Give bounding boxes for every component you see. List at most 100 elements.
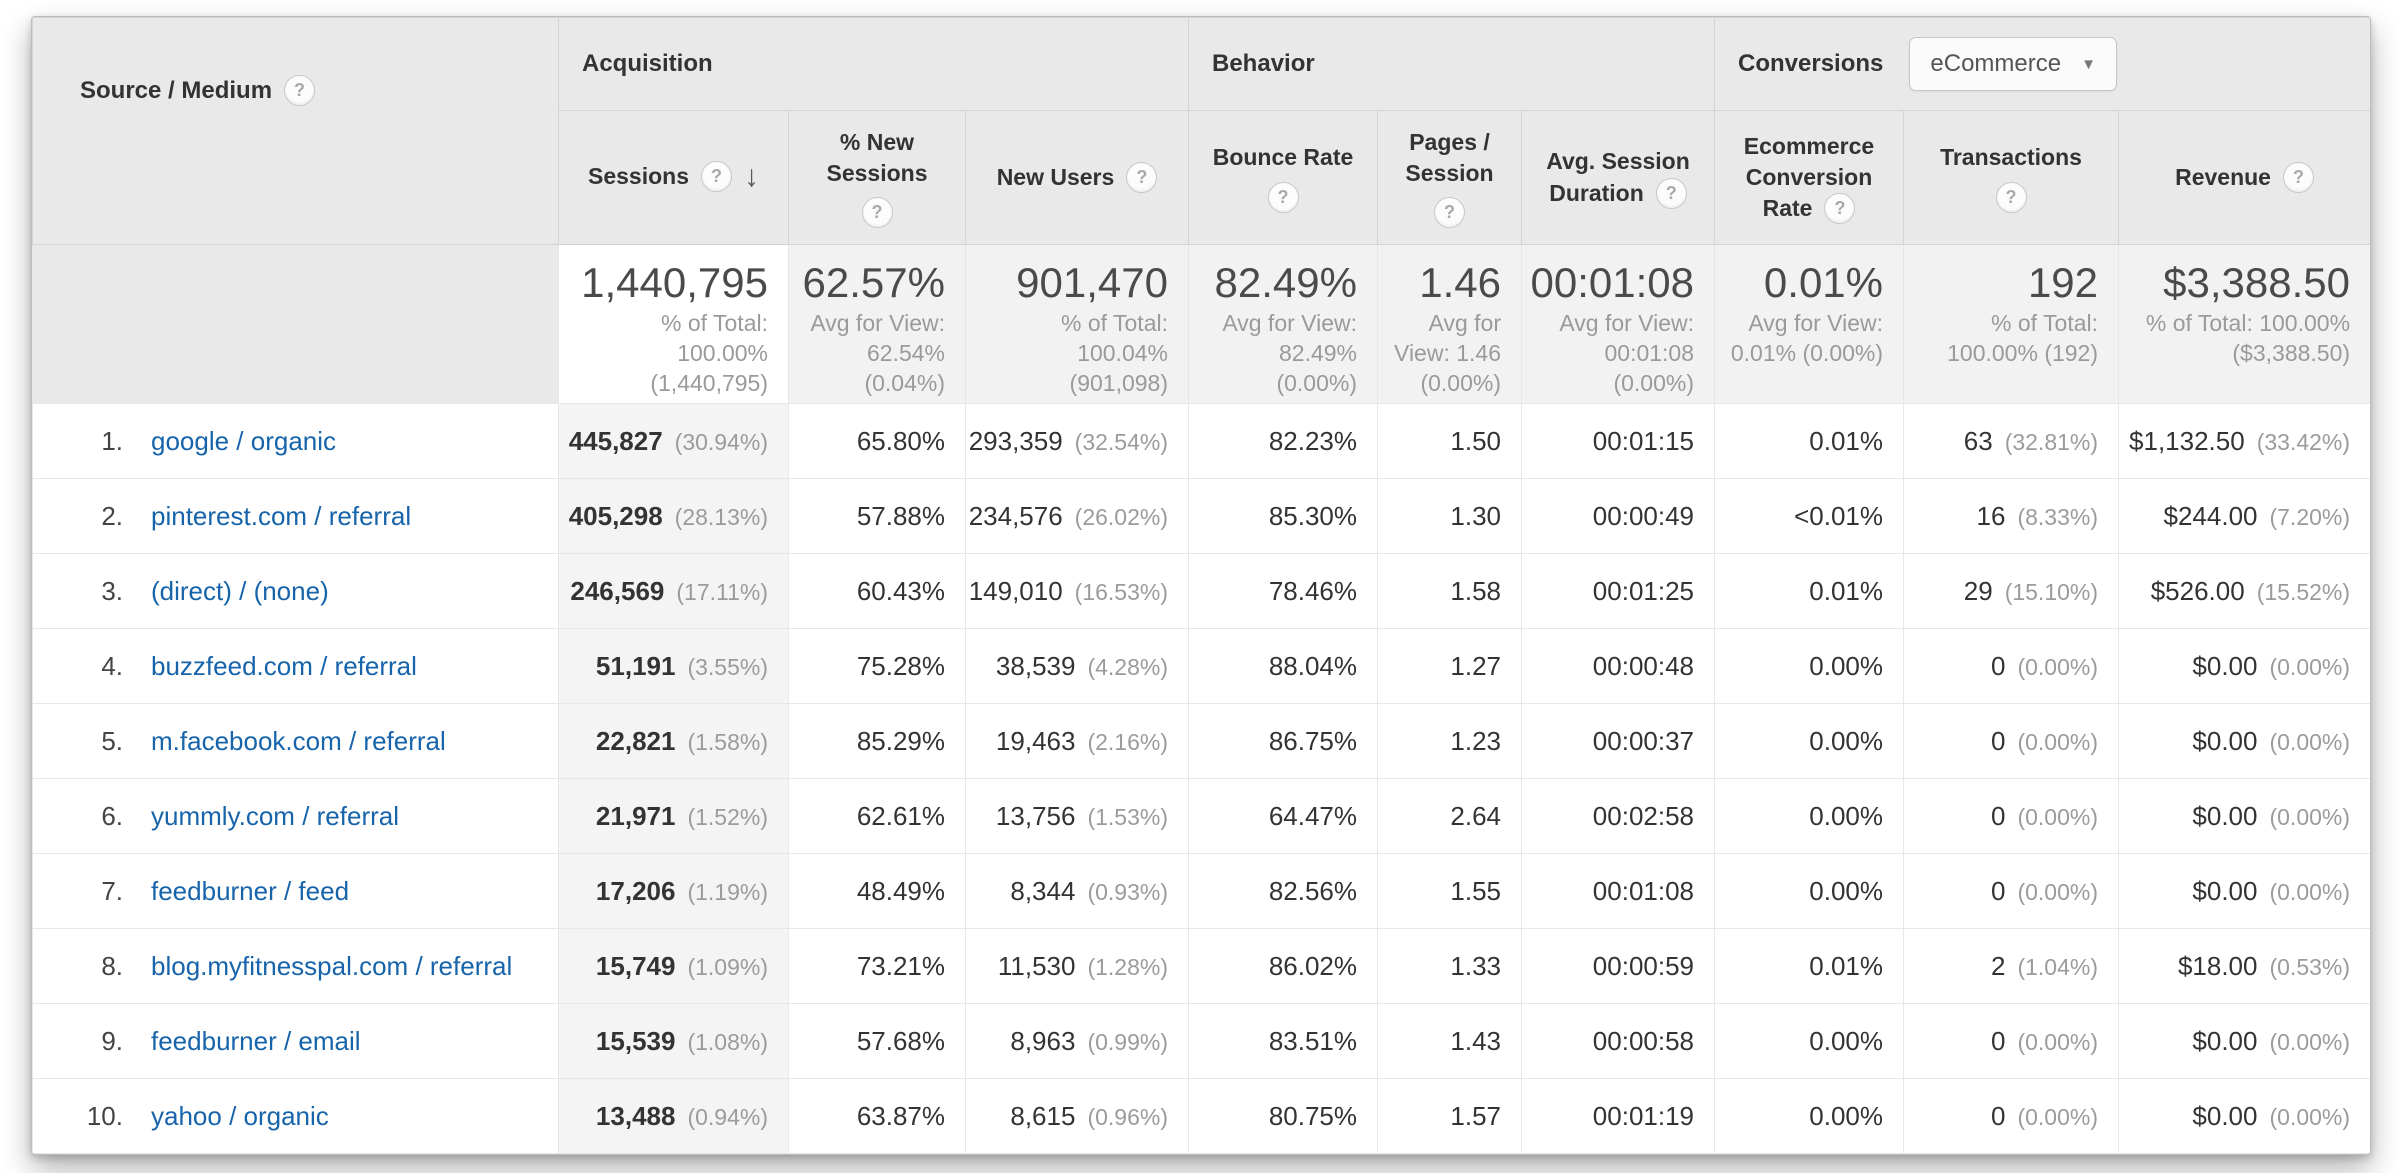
behavior-group-label: Behavior bbox=[1212, 50, 1315, 77]
transactions-cell: 16 (8.33%) bbox=[1903, 478, 2120, 554]
conversions-group-label: Conversions bbox=[1738, 50, 1884, 77]
help-icon[interactable]: ? bbox=[861, 197, 893, 229]
conversions-goal-dropdown-value: eCommerce bbox=[1930, 50, 2062, 77]
revenue-cell: $18.00 (0.53%) bbox=[2118, 928, 2370, 1004]
bounce-rate-cell: 86.02% bbox=[1188, 928, 1378, 1004]
avg-session-duration-cell: 00:00:49 bbox=[1520, 478, 1716, 554]
source-medium-link[interactable]: feedburner / feed bbox=[151, 875, 350, 906]
table-row: 8. blog.myfitnesspal.com / referral 15,74… bbox=[32, 928, 2370, 1004]
total-sessions-cell: 1,440,795% of Total: 100.00% (1,440,795) bbox=[558, 244, 789, 404]
help-icon[interactable]: ? bbox=[284, 75, 316, 106]
source-medium-link[interactable]: (direct) / (none) bbox=[151, 575, 329, 606]
ecommerce-conversion-rate-cell: 0.01% bbox=[1714, 553, 1905, 629]
percent-new-sessions-cell: 62.61% bbox=[788, 778, 966, 854]
new-users-cell: 38,539 (4.28%) bbox=[965, 628, 1189, 704]
new-users-cell: 8,963 (0.99%) bbox=[965, 1003, 1189, 1079]
source-medium-table: Source / Medium ? Acquisition Behavior C… bbox=[32, 17, 2370, 1154]
pages-session-cell: 1.23 bbox=[1377, 703, 1522, 779]
new-users-cell: 19,463 (2.16%) bbox=[965, 703, 1189, 779]
bounce-rate-cell: 80.75% bbox=[1188, 1078, 1378, 1154]
avg-session-duration-cell: 00:02:58 bbox=[1520, 778, 1716, 854]
source-medium-link[interactable]: yahoo / organic bbox=[151, 1100, 329, 1131]
percent-new-sessions-cell: 75.28% bbox=[788, 628, 966, 704]
help-icon[interactable]: ? bbox=[1267, 181, 1299, 213]
percent-new-sessions-cell: 60.43% bbox=[788, 553, 966, 629]
transactions-cell: 63 (32.81%) bbox=[1903, 403, 2120, 479]
new-users-cell: 8,344 (0.93%) bbox=[965, 853, 1189, 929]
bounce-rate-cell: 82.23% bbox=[1188, 403, 1378, 479]
help-icon[interactable]: ? bbox=[1824, 193, 1856, 225]
percent-new-sessions-cell: 85.29% bbox=[788, 703, 966, 779]
percent-new-sessions-cell: 57.68% bbox=[788, 1003, 966, 1079]
source-medium-cell: 1. google / organic bbox=[32, 403, 559, 479]
avg-session-duration-cell: 00:00:37 bbox=[1520, 703, 1716, 779]
bounce-rate-cell: 85.30% bbox=[1188, 478, 1378, 554]
help-icon[interactable]: ? bbox=[1655, 177, 1687, 209]
transactions-cell: 0 (0.00%) bbox=[1903, 1078, 2120, 1154]
row-rank: 3. bbox=[101, 575, 123, 606]
total-pages-session-cell: 1.46 Avg for View: 1.46 (0.00%) bbox=[1377, 244, 1522, 404]
help-icon[interactable]: ? bbox=[2282, 161, 2314, 193]
metric-header-row: Sessions? ↓ % New Sessions? New Users? Bo… bbox=[33, 110, 2370, 245]
sessions-cell: 21,971 (1.52%) bbox=[558, 778, 789, 854]
source-medium-cell: 5. m.facebook.com / referral bbox=[32, 703, 559, 779]
bounce-rate-cell: 86.75% bbox=[1188, 703, 1378, 779]
help-icon[interactable]: ? bbox=[701, 161, 732, 193]
source-medium-link[interactable]: pinterest.com / referral bbox=[151, 500, 412, 531]
avg-session-duration-cell: 00:00:48 bbox=[1520, 628, 1716, 704]
pages-session-cell: 1.55 bbox=[1377, 853, 1522, 929]
avg-session-duration-cell: 00:01:19 bbox=[1520, 1078, 1716, 1154]
new-users-cell: 149,010 (16.53%) bbox=[965, 553, 1189, 629]
new-users-cell: 13,756 (1.53%) bbox=[965, 778, 1189, 854]
column-header-sessions[interactable]: Sessions? ↓ bbox=[558, 110, 789, 245]
total-new-users-cell: 901,470% of Total: 100.04% (901,098) bbox=[965, 244, 1189, 404]
avg-session-duration-cell: 00:01:15 bbox=[1520, 403, 1716, 479]
table-row: 2. pinterest.com / referral 405,298 (28.13… bbox=[32, 478, 2370, 554]
source-medium-link[interactable]: blog.myfitnesspal.com / referral bbox=[151, 950, 513, 981]
analytics-table-card: Source / Medium ? Acquisition Behavior C… bbox=[31, 16, 2371, 1155]
table-row: 10. yahoo / organic 13,488 (0.94%) 63.87% … bbox=[32, 1078, 2370, 1154]
row-rank: 10. bbox=[86, 1100, 123, 1131]
sessions-cell: 15,539 (1.08%) bbox=[558, 1003, 789, 1079]
total-transactions-cell: 192% of Total: 100.00% (192) bbox=[1903, 244, 2120, 404]
help-icon[interactable]: ? bbox=[1434, 197, 1465, 229]
chevron-down-icon: ▼ bbox=[2081, 55, 2096, 73]
revenue-cell: $0.00 (0.00%) bbox=[2118, 853, 2370, 929]
column-header-bounce-rate[interactable]: Bounce Rate? bbox=[1188, 110, 1378, 245]
pages-session-cell: 1.27 bbox=[1377, 628, 1522, 704]
column-header-new-users[interactable]: New Users? bbox=[965, 110, 1189, 245]
revenue-cell: $244.00 (7.20%) bbox=[2118, 478, 2370, 554]
column-header-revenue[interactable]: Revenue? bbox=[2118, 110, 2370, 245]
source-medium-link[interactable]: feedburner / email bbox=[151, 1025, 361, 1056]
source-medium-cell: 8. blog.myfitnesspal.com / referral bbox=[32, 928, 559, 1004]
column-header-avg-session-duration[interactable]: Avg. Session Duration? bbox=[1520, 110, 1716, 245]
new-users-cell: 11,530 (1.28%) bbox=[965, 928, 1189, 1004]
conversions-goal-dropdown[interactable]: eCommerce ▼ bbox=[1909, 37, 2117, 91]
percent-new-sessions-cell: 73.21% bbox=[788, 928, 966, 1004]
source-medium-cell: 3. (direct) / (none) bbox=[32, 553, 559, 629]
total-percent-new-sessions-cell: 62.57% Avg for View: 62.54% (0.04%) bbox=[788, 244, 966, 404]
help-icon[interactable]: ? bbox=[1995, 181, 2027, 213]
percent-new-sessions-cell: 48.49% bbox=[788, 853, 966, 929]
source-medium-link[interactable]: m.facebook.com / referral bbox=[151, 725, 446, 756]
avg-session-duration-cell: 00:00:59 bbox=[1520, 928, 1716, 1004]
transactions-cell: 2 (1.04%) bbox=[1903, 928, 2120, 1004]
column-header-pages-session[interactable]: Pages / Session? bbox=[1377, 110, 1522, 245]
ecommerce-conversion-rate-cell: <0.01% bbox=[1714, 478, 1905, 554]
new-users-cell: 234,576 (26.02%) bbox=[965, 478, 1189, 554]
column-header-source-medium[interactable]: Source / Medium ? bbox=[32, 17, 559, 245]
source-medium-cell: 6. yummly.com / referral bbox=[32, 778, 559, 854]
row-rank: 2. bbox=[101, 500, 123, 531]
source-medium-link[interactable]: google / organic bbox=[151, 425, 337, 456]
column-header-percent-new-sessions[interactable]: % New Sessions? bbox=[788, 110, 966, 245]
acquisition-group-label: Acquisition bbox=[582, 50, 713, 77]
source-medium-link[interactable]: buzzfeed.com / referral bbox=[151, 650, 417, 681]
column-header-transactions[interactable]: Transactions? bbox=[1903, 110, 2120, 245]
help-icon[interactable]: ? bbox=[1126, 161, 1158, 193]
source-medium-header-label: Source / Medium bbox=[80, 76, 273, 104]
source-medium-link[interactable]: yummly.com / referral bbox=[151, 800, 399, 831]
group-header-conversions: Conversions eCommerce ▼ bbox=[1714, 17, 2370, 111]
pages-session-cell: 1.58 bbox=[1377, 553, 1522, 629]
source-medium-cell: 7. feedburner / feed bbox=[32, 853, 559, 929]
column-header-ecommerce-conversion-rate[interactable]: Ecommerce Conversion Rate? bbox=[1714, 110, 1905, 245]
